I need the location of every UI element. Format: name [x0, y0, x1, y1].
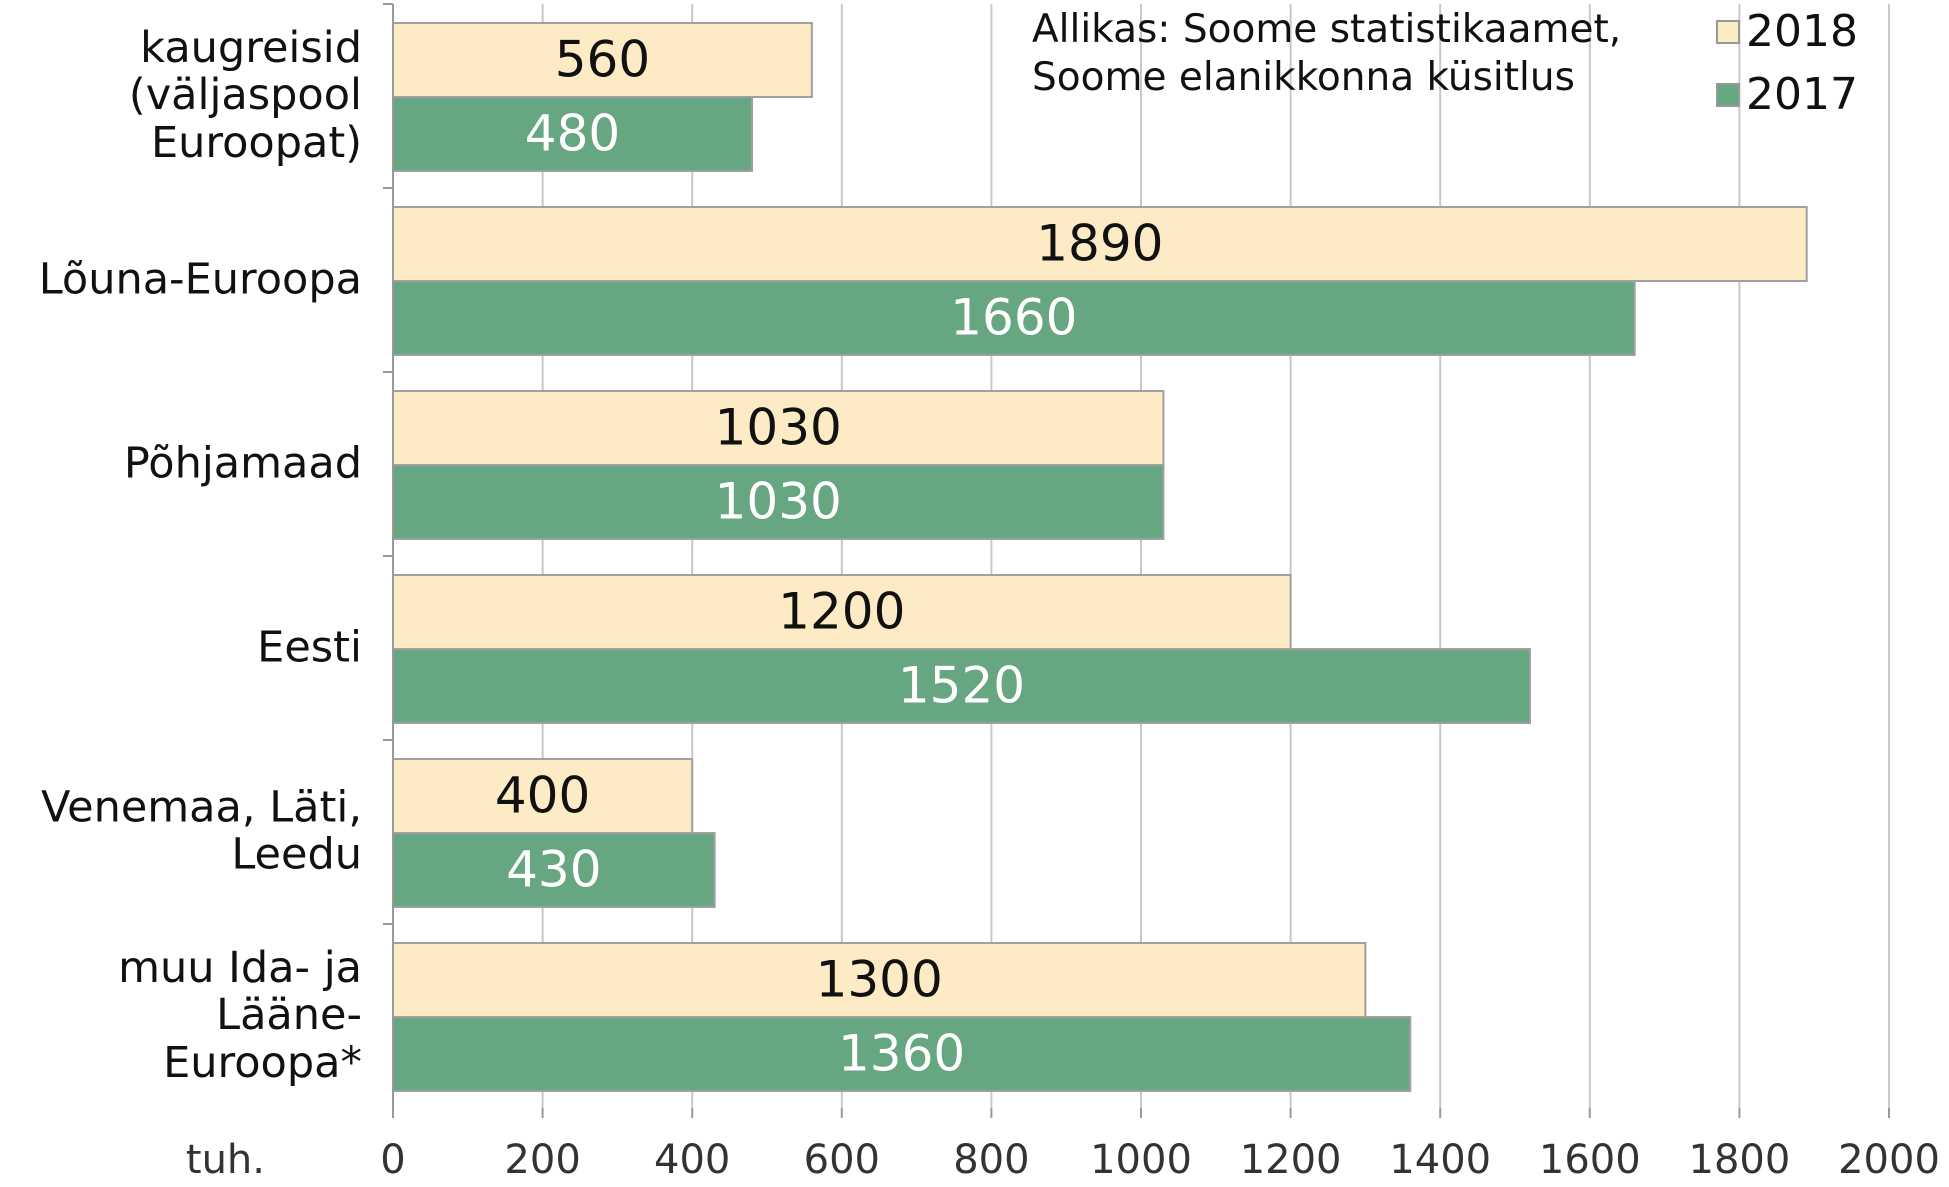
value-label: 430	[506, 840, 602, 899]
category-label: Venemaa, Läti, Leedu	[41, 782, 362, 880]
x-axis-label: tuh.	[185, 1137, 265, 1183]
value-label: 480	[524, 104, 621, 163]
bar	[392, 390, 1165, 466]
x-tick-label: 1800	[1688, 1137, 1791, 1183]
x-tick-label: 600	[803, 1137, 880, 1183]
category-label: muu Ida- ja Lääne- Euroopa*	[118, 943, 362, 1088]
value-label: 1520	[897, 656, 1026, 715]
x-tick-label: 1600	[1538, 1137, 1641, 1183]
value-label: 1200	[778, 582, 906, 641]
legend-swatch	[1716, 83, 1740, 107]
bar	[392, 1016, 1412, 1092]
value-label: 560	[554, 30, 651, 89]
x-tick-label: 2000	[1838, 1137, 1940, 1183]
bar	[392, 206, 1808, 282]
category-label: Lõuna-Euroopa	[38, 254, 362, 305]
bar	[392, 280, 1636, 356]
x-tick-label: 1400	[1389, 1137, 1492, 1183]
bar	[392, 574, 1292, 650]
category-label: kaugreisid (väljaspool Euroopat)	[128, 23, 362, 168]
category-label: Eesti	[257, 622, 362, 673]
category-label: Põhjamaad	[123, 438, 362, 489]
x-tick-label: 400	[654, 1137, 731, 1183]
bar	[392, 648, 1531, 724]
value-label: 1360	[838, 1024, 966, 1083]
x-tick-label: 1200	[1239, 1137, 1342, 1183]
value-label: 1890	[1036, 214, 1164, 273]
bar	[392, 464, 1165, 540]
x-tick-label: 800	[953, 1137, 1030, 1183]
bar	[392, 96, 754, 172]
value-label: 400	[494, 766, 591, 825]
legend-label: 2018	[1746, 5, 1858, 57]
value-label: 1300	[815, 950, 943, 1009]
value-label: 1030	[714, 398, 842, 457]
value-label: 1030	[714, 472, 842, 531]
x-tick-label: 200	[504, 1137, 581, 1183]
x-tick-label: 1000	[1090, 1137, 1192, 1183]
legend-label: 2017	[1746, 68, 1858, 120]
annotation: Allikas: Soome statistikaamet, Soome ela…	[1032, 7, 1622, 100]
legend-swatch	[1716, 20, 1740, 44]
value-label: 1660	[950, 288, 1078, 347]
x-tick-label: 0	[380, 1137, 406, 1183]
